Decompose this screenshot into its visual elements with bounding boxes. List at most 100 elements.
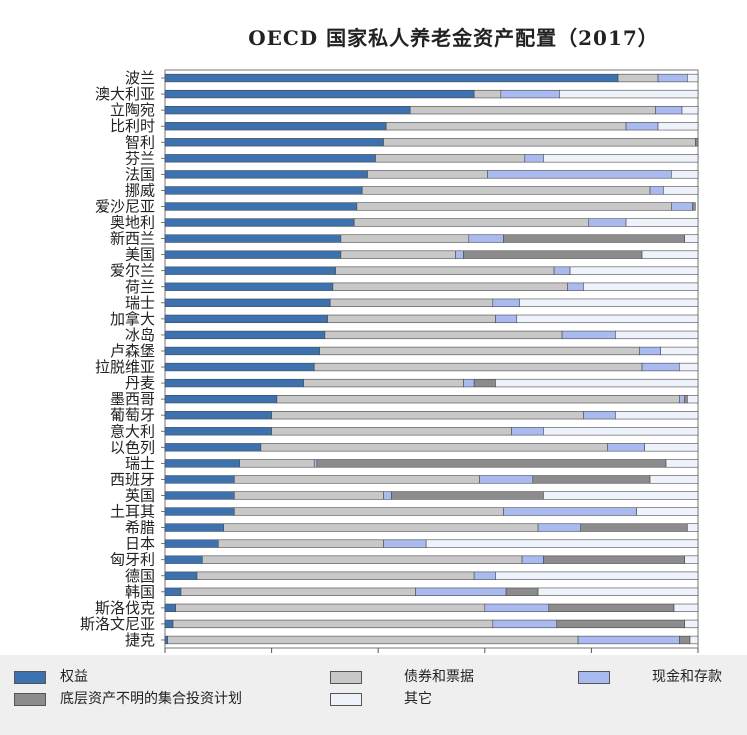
- bar-segment: [383, 491, 392, 500]
- bar-segment: [665, 459, 699, 468]
- bar-segment: [409, 105, 656, 115]
- category-label: 加拿大: [110, 310, 155, 328]
- bar-segment: [657, 73, 688, 83]
- bar-segment: [271, 411, 584, 420]
- bar-segment: [687, 523, 699, 532]
- legend-swatch: [578, 671, 610, 684]
- category-label: 斯洛伐克: [95, 599, 155, 617]
- bar-segment: [521, 555, 544, 564]
- bar-segment: [164, 298, 331, 307]
- bar-segment: [164, 170, 368, 179]
- bar-segment: [463, 250, 643, 259]
- bar-segment: [329, 298, 494, 307]
- bar-segment: [559, 89, 699, 99]
- bar-segment: [577, 635, 680, 645]
- bar-segment: [684, 555, 699, 564]
- bar-segment: [505, 587, 539, 596]
- category-label: 瑞士: [125, 294, 155, 312]
- bar-segment: [164, 282, 334, 291]
- bar-segment: [473, 571, 496, 580]
- category-label: 爱尔兰: [110, 262, 155, 280]
- bar-segment: [492, 298, 520, 307]
- legend: 权益 债券和票据 现金和存款 底层资产不明的集合投资计划 其它: [0, 655, 747, 735]
- bar-segment: [385, 122, 627, 131]
- bar-segment: [468, 234, 504, 243]
- category-label: 土耳其: [110, 503, 155, 521]
- category-label: 立陶宛: [110, 101, 155, 119]
- bar-segment: [276, 394, 680, 404]
- category-label: 新西兰: [110, 230, 155, 248]
- bar-segment: [548, 603, 675, 613]
- category-label: 比利时: [110, 117, 155, 135]
- bar-segment: [383, 539, 427, 548]
- category-label: 法国: [125, 165, 155, 183]
- bar-segment: [479, 475, 534, 484]
- bar-segment: [164, 619, 174, 629]
- category-label: 挪威: [125, 181, 155, 199]
- bar-segment: [543, 154, 699, 163]
- category-label: 奥地利: [110, 214, 155, 232]
- bar-segment: [332, 282, 568, 291]
- legend-label: 现金和存款: [652, 669, 722, 685]
- category-label: 斯洛文尼亚: [80, 615, 155, 633]
- category-label: 瑞士: [125, 454, 155, 472]
- bar-segment: [383, 138, 696, 147]
- bar-segment: [679, 635, 691, 645]
- bar-segment: [164, 186, 363, 195]
- bar-segment: [455, 250, 464, 259]
- bar-segment: [375, 154, 526, 163]
- bar-segment: [687, 394, 699, 404]
- category-label: 冰岛: [125, 326, 155, 344]
- bar-segment: [233, 491, 384, 500]
- bar-segment: [687, 73, 699, 83]
- plot-frame: [164, 69, 699, 649]
- bar-segment: [463, 378, 475, 388]
- bar-segment: [313, 362, 643, 372]
- bar-segment: [167, 635, 579, 645]
- bar-segment: [588, 218, 627, 227]
- bar-segment: [164, 443, 262, 452]
- bar-segment: [649, 186, 664, 195]
- bar-segment: [340, 250, 456, 259]
- bar-segment: [519, 298, 699, 307]
- category-label: 日本: [125, 535, 155, 553]
- legend-label: 底层资产不明的集合投资计划: [60, 691, 242, 707]
- bar-segment: [625, 218, 699, 227]
- legend-swatch: [330, 671, 362, 684]
- bar-segment: [503, 234, 685, 243]
- category-label: 波兰: [125, 69, 155, 87]
- category-label: 澳大利亚: [95, 85, 155, 103]
- bar-segment: [164, 202, 358, 211]
- bar-segment: [164, 346, 320, 356]
- category-label: 拉脱维亚: [95, 358, 155, 376]
- bar-segment: [361, 186, 651, 195]
- category-label: 德国: [125, 567, 155, 585]
- bar-segment: [164, 154, 376, 163]
- bar-segment: [164, 234, 342, 243]
- bar-segment: [695, 138, 699, 147]
- category-label: 葡萄牙: [110, 406, 155, 424]
- bar-segment: [175, 603, 486, 613]
- bar-segment: [679, 362, 699, 372]
- bar-segment: [649, 475, 699, 484]
- chart-title: OECD 国家私人养老金资产配置（2017）: [248, 26, 659, 50]
- bar-segment: [639, 346, 661, 356]
- bar-segment: [164, 266, 336, 275]
- bar-segment: [271, 427, 512, 436]
- bar-segment: [684, 394, 688, 404]
- bar-segment: [164, 459, 240, 468]
- bar-segment: [473, 89, 502, 99]
- legend-swatch: [14, 671, 46, 684]
- bar-segment: [223, 523, 539, 532]
- category-label: 西班牙: [110, 470, 155, 488]
- legend-swatch: [14, 693, 46, 706]
- bar-segment: [415, 587, 507, 596]
- bar-segment: [583, 411, 616, 420]
- bar-segment: [681, 105, 699, 115]
- bar-segment: [671, 170, 699, 179]
- bar-segment: [503, 507, 638, 516]
- bar-segment: [569, 266, 699, 275]
- category-label: 荷兰: [125, 278, 155, 296]
- bar-segment: [644, 443, 699, 452]
- bar-segment: [260, 443, 608, 452]
